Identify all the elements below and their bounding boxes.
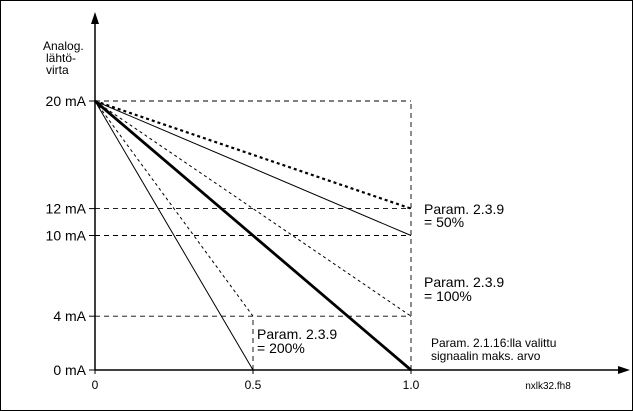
tick-labels: 0 mA 4 mA 10 mA 12 mA 20 mA 0 0.5 1.0	[46, 93, 420, 392]
series-line-3	[94, 100, 412, 317]
annotation-max-line-2: signaalin maks. arvo	[431, 349, 541, 363]
annotation-100: Param. 2.3.9 = 100%	[424, 274, 504, 304]
x-tick-label-1: 0.5	[245, 378, 262, 392]
annotation-200-line-1: Param. 2.3.9	[257, 326, 337, 342]
annotation-100-line-1: Param. 2.3.9	[424, 274, 504, 290]
series-line-4	[94, 100, 412, 236]
x-tick-label-2: 1.0	[403, 378, 420, 392]
series-line-1	[94, 100, 254, 317]
y-tick-label-1: 4 mA	[53, 308, 86, 324]
annotation-max-line-1: Param. 2.1.16:lla valittu	[431, 336, 556, 350]
y-axis-label-line-3: virta	[46, 63, 69, 77]
y-tick-label-0: 0 mA	[53, 362, 86, 378]
x-axis-arrow	[618, 366, 630, 374]
annotation-50: Param. 2.3.9 = 50%	[424, 201, 504, 230]
series-lines	[94, 99, 412, 372]
y-tick-label-4: 20 mA	[46, 93, 87, 109]
y-tick-label-2: 10 mA	[46, 228, 87, 244]
annotation-200-line-2: = 200%	[257, 340, 305, 356]
y-tick-label-3: 12 mA	[46, 201, 87, 217]
file-label: nxlk32.fh8	[525, 381, 571, 392]
x-tick-label-0: 0	[92, 378, 99, 392]
annotation-max-value: Param. 2.1.16:lla valittu signaalin maks…	[431, 336, 556, 363]
series-line-0	[94, 100, 254, 371]
y-axis-arrow	[91, 12, 99, 24]
y-axis-label-line-1: Analog.	[43, 39, 84, 53]
y-axis-label-line-2: lähtö-	[46, 51, 76, 65]
axes	[91, 12, 630, 374]
annotation-50-line-1: Param. 2.3.9	[424, 201, 504, 217]
annotation-50-line-2: = 50%	[424, 214, 464, 230]
annotation-200: Param. 2.3.9 = 200%	[257, 326, 337, 356]
series-line-5	[94, 99, 412, 210]
annotation-100-line-2: = 100%	[424, 288, 472, 304]
series-line-2	[94, 99, 412, 372]
